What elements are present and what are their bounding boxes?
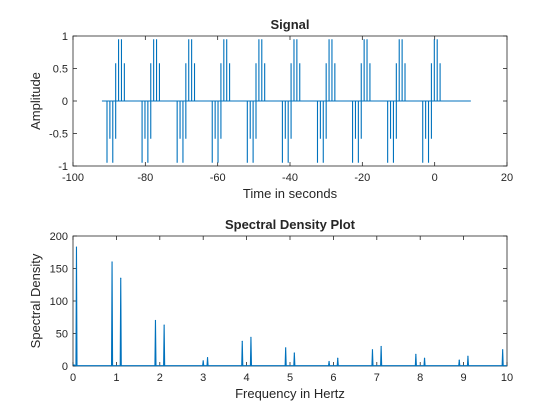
x-tick-label: 5 — [287, 372, 293, 384]
y-tick-label: -0.5 — [49, 129, 68, 141]
spectral-peak — [502, 349, 504, 351]
x-tick-label: -100 — [62, 172, 84, 184]
x-tick-label: 2 — [157, 372, 163, 384]
x-tick-label: 9 — [461, 372, 467, 384]
x-axis-label: Time in seconds — [243, 186, 338, 201]
y-tick-label: 200 — [50, 231, 68, 243]
spectral-peak — [415, 353, 417, 355]
spectral-peak — [371, 349, 374, 351]
x-tick-label: 0 — [70, 372, 76, 384]
x-axis-label: Frequency in Hertz — [235, 386, 345, 401]
spectral-peak — [293, 352, 295, 354]
y-tick-label: -1 — [58, 161, 68, 173]
x-tick-label: -20 — [354, 172, 370, 184]
y-tick-label: 0.5 — [53, 64, 68, 76]
x-tick-label: 7 — [374, 372, 380, 384]
x-tick-label: -80 — [137, 172, 153, 184]
y-tick-label: 0 — [62, 361, 68, 373]
y-tick-label: 50 — [56, 329, 68, 341]
spectral-peak — [458, 359, 460, 361]
spectral-peak — [206, 356, 209, 359]
plot-area — [72, 235, 508, 367]
chart-title: Signal — [270, 17, 309, 32]
x-tick-label: 8 — [417, 372, 423, 384]
y-tick-label: 150 — [50, 264, 68, 276]
spectral-peak — [202, 360, 204, 362]
spectral-peak — [250, 336, 252, 338]
spectral-peak — [120, 277, 122, 279]
x-tick-label: -60 — [210, 172, 226, 184]
spectral-peak — [380, 345, 382, 348]
spectral-peak — [241, 340, 243, 342]
spectral-peak — [423, 357, 426, 359]
x-tick-label: 0 — [432, 172, 438, 184]
y-tick-label: 100 — [50, 296, 68, 308]
x-tick-label: 3 — [200, 372, 206, 384]
y-tick-label: 0 — [62, 96, 68, 108]
x-tick-label: 4 — [244, 372, 250, 384]
x-tick-label: 6 — [330, 372, 336, 384]
spectral-density-line — [72, 247, 507, 367]
x-tick-label: -40 — [282, 172, 298, 184]
spectral-peak — [163, 324, 165, 326]
y-axis-label: Amplitude — [28, 72, 43, 130]
spectral-peak — [75, 246, 78, 248]
y-tick-label: 1 — [62, 31, 68, 43]
x-tick-label: 1 — [113, 372, 119, 384]
spectral-peak — [467, 355, 469, 357]
spectral-peak — [285, 347, 287, 349]
spectral-peak — [328, 360, 330, 363]
spectral-peak — [337, 357, 339, 359]
x-tick-label: 20 — [501, 172, 513, 184]
y-axis-label: Spectral Density — [28, 253, 43, 348]
spectral-peak — [111, 261, 113, 263]
x-tick-label: 10 — [501, 372, 513, 384]
spectral-peak — [154, 319, 157, 322]
chart-title: Spectral Density Plot — [225, 217, 356, 232]
signal-axes: -100 -80 -60 -40 -20 0 20 -1 -0.5 0 0.5 1 Signal Time… — [28, 17, 513, 201]
signal-line — [101, 39, 471, 163]
